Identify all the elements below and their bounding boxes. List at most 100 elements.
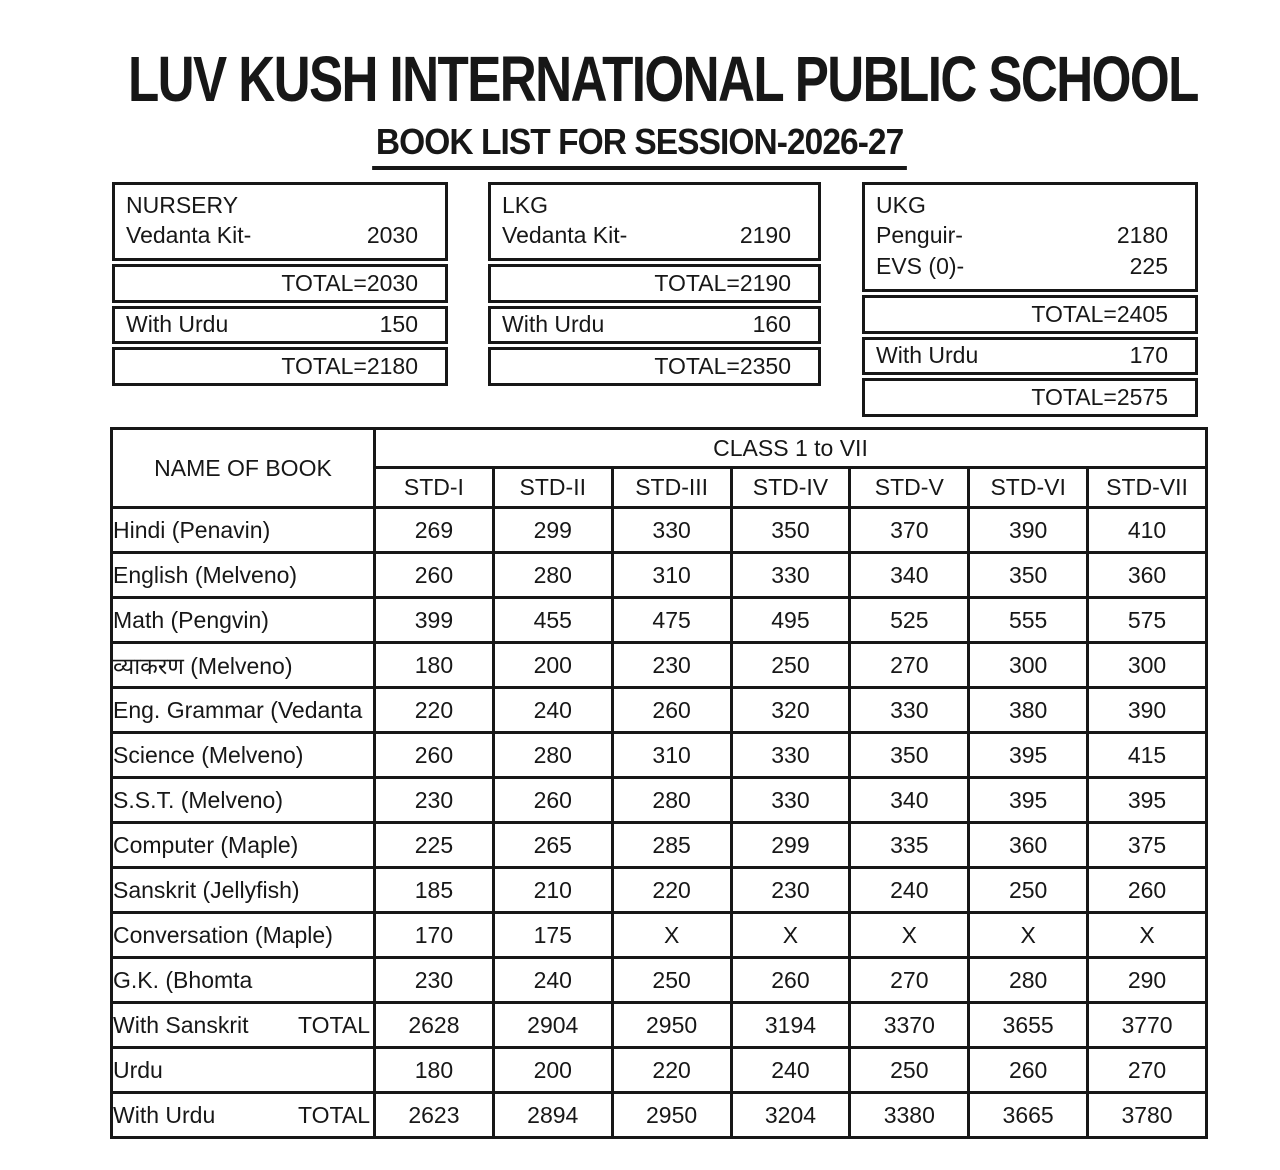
book-name-cell: TOTAL With Urdu — [110, 1091, 376, 1139]
kit-class-name: NURSERY — [126, 192, 239, 218]
price-cell: 395 — [967, 776, 1090, 824]
price-cell: 2950 — [610, 1091, 733, 1139]
page-title: LUV KUSH INTERNATIONAL PUBLIC SCHOOL — [128, 43, 1199, 115]
book-name: Sanskrit (Jellyfish) — [113, 876, 300, 903]
column-header-class-group: CLASS 1 to VII — [373, 427, 1208, 469]
kit-item: Penguir- 2180 — [876, 220, 1168, 251]
kit-item: EVS (0)- 225 — [876, 251, 1168, 282]
price-cell: 180 — [373, 641, 495, 689]
price-cell: 260 — [491, 776, 614, 824]
kit-item-value: 2190 — [739, 222, 791, 248]
kit-class-name: LKG — [502, 192, 549, 218]
price-cell: 240 — [491, 686, 614, 734]
book-name-cell: Conversation (Maple) — [110, 911, 376, 959]
kit-urdu-row: With Urdu 160 — [488, 306, 821, 344]
kit-header: LKG Vedanta Kit- 2190 — [488, 182, 821, 261]
table-row: व्याकरण (Melveno) 180 200 230 250 270 300 300 — [110, 641, 1208, 689]
price-cell: 495 — [729, 596, 852, 644]
kit-class-name: UKG — [876, 192, 926, 218]
kit-total: TOTAL=2405 — [862, 295, 1198, 334]
price-cell: 3370 — [848, 1001, 971, 1049]
price-cell: 375 — [1086, 821, 1208, 869]
price-cell: 3380 — [848, 1091, 971, 1139]
price-cell: 220 — [373, 686, 495, 734]
price-cell: 555 — [967, 596, 1090, 644]
kit-item: Vedanta Kit- 2190 — [502, 220, 791, 251]
price-cell: 210 — [491, 866, 614, 914]
table-row: Computer (Maple) 225 265 285 299 335 360 375 — [110, 821, 1208, 869]
kit-grand-total: TOTAL=2350 — [488, 347, 821, 386]
price-cell: X — [967, 911, 1090, 959]
price-cell: 399 — [373, 596, 495, 644]
price-cell: 300 — [967, 641, 1090, 689]
price-cell: 455 — [491, 596, 614, 644]
price-cell: 3655 — [967, 1001, 1090, 1049]
kit-box-ukg: UKG Penguir- 2180 EVS (0)- 225 TOTAL=240… — [862, 182, 1198, 417]
price-cell: X — [848, 911, 971, 959]
kit-total: TOTAL=2190 — [488, 264, 821, 303]
book-name-cell: व्याकरण (Melveno) — [110, 641, 376, 689]
book-name-cell: Eng. Grammar (Vedanta — [110, 686, 376, 734]
price-cell: 280 — [610, 776, 733, 824]
price-cell: 360 — [1086, 551, 1208, 599]
price-cell: 340 — [848, 551, 971, 599]
price-cell: 390 — [967, 506, 1090, 554]
book-name-cell: Math (Pengvin) — [110, 596, 376, 644]
price-cell: 340 — [848, 776, 971, 824]
book-name: With Sanskrit — [113, 1011, 249, 1038]
kit-item-label: Vedanta Kit- — [502, 222, 628, 248]
table-row: Hindi (Penavin) 269 299 330 350 370 390 410 — [110, 506, 1208, 554]
kit-grand-total: TOTAL=2180 — [112, 347, 448, 386]
price-cell: X — [1086, 911, 1208, 959]
price-cell: 330 — [729, 731, 852, 779]
price-cell: 299 — [729, 821, 852, 869]
book-name: Math (Pengvin) — [113, 606, 269, 633]
price-cell: 220 — [610, 866, 733, 914]
book-name: Science (Melveno) — [113, 741, 304, 768]
column-header-std-ii: STD-II — [491, 466, 614, 509]
price-cell: 260 — [373, 551, 495, 599]
price-cell: 360 — [967, 821, 1090, 869]
price-cell: X — [729, 911, 852, 959]
kit-urdu-label: With Urdu — [876, 342, 979, 368]
table-row: S.S.T. (Melveno) 230 260 280 330 340 395 395 — [110, 776, 1208, 824]
price-cell: 370 — [848, 506, 971, 554]
kit-urdu-label: With Urdu — [502, 311, 605, 337]
book-name: G.K. (Bhomta — [113, 966, 253, 993]
book-name: Eng. Grammar (Vedanta — [113, 696, 363, 723]
column-header-std-v: STD-V — [848, 466, 971, 509]
kit-item-label: EVS (0)- — [876, 253, 965, 279]
kit-header: UKG Penguir- 2180 EVS (0)- 225 — [862, 182, 1198, 292]
book-name: व्याकरण (Melveno) — [113, 653, 293, 679]
table-row: TOTAL With Sanskrit 2628 2904 2950 3194 3370 36… — [110, 1001, 1208, 1049]
kit-total: TOTAL=2030 — [112, 264, 448, 303]
price-cell: 3780 — [1086, 1091, 1208, 1139]
price-cell: 2894 — [491, 1091, 614, 1139]
book-price-table: NAME OF BOOK CLASS 1 to VII STD-I STD-II S… — [110, 427, 1208, 1139]
table-row: Conversation (Maple) 170 175 X X X X X — [110, 911, 1208, 959]
row-total-label: TOTAL — [298, 1011, 370, 1038]
kit-urdu-value: 160 — [752, 311, 791, 337]
price-cell: 475 — [610, 596, 733, 644]
table-header-row-1: NAME OF BOOK CLASS 1 to VII — [110, 427, 1208, 509]
price-cell: 3194 — [729, 1001, 852, 1049]
price-cell: 285 — [610, 821, 733, 869]
price-cell: 525 — [848, 596, 971, 644]
price-cell: 415 — [1086, 731, 1208, 779]
price-cell: 330 — [729, 776, 852, 824]
price-cell: 310 — [610, 551, 733, 599]
price-cell: 410 — [1086, 506, 1208, 554]
row-total-label: TOTAL — [298, 1101, 370, 1128]
price-cell: 185 — [373, 866, 495, 914]
price-cell: 2623 — [373, 1091, 495, 1139]
price-cell: 250 — [848, 1046, 971, 1094]
kit-item-label: Vedanta Kit- — [126, 222, 252, 248]
price-cell: 300 — [1086, 641, 1208, 689]
price-cell: 180 — [373, 1046, 495, 1094]
column-header-std-vii: STD-VII — [1086, 466, 1208, 509]
price-cell: 270 — [848, 641, 971, 689]
kit-urdu-row: With Urdu 170 — [862, 337, 1198, 375]
table-row: Urdu 180 200 220 240 250 260 270 — [110, 1046, 1208, 1094]
kit-item-value: 2180 — [1116, 222, 1168, 248]
